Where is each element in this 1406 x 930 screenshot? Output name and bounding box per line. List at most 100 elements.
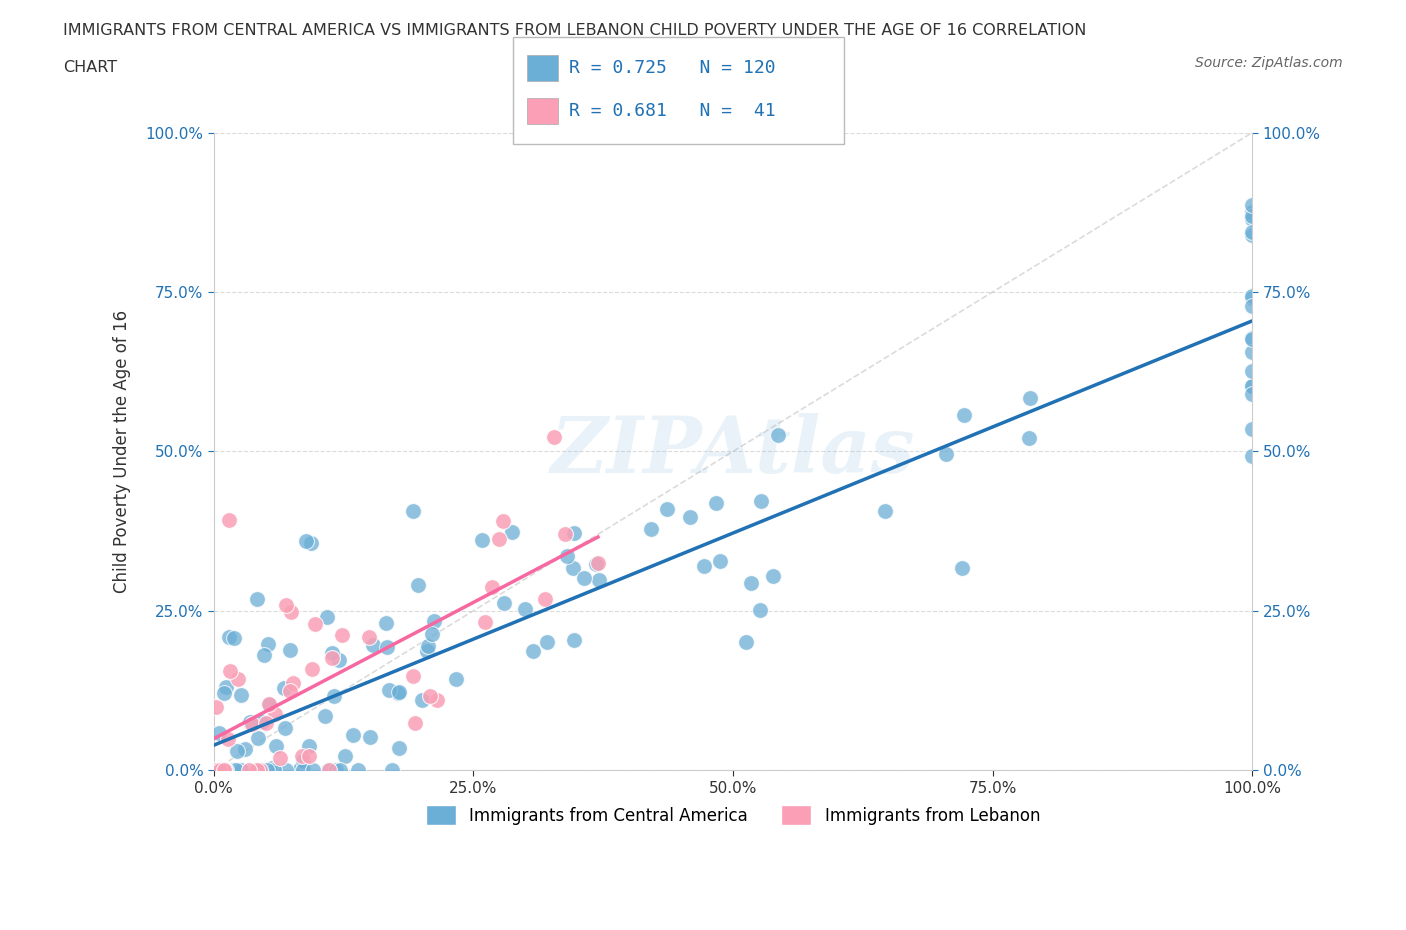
- Point: [1018, 431, 1040, 445]
- Point: [260, 761, 283, 776]
- Point: [950, 561, 973, 576]
- Point: [387, 685, 409, 700]
- Point: [1241, 422, 1264, 437]
- Point: [426, 692, 449, 707]
- Point: [361, 638, 384, 653]
- Point: [735, 634, 758, 649]
- Text: IMMIGRANTS FROM CENTRAL AMERICA VS IMMIGRANTS FROM LEBANON CHILD POVERTY UNDER T: IMMIGRANTS FROM CENTRAL AMERICA VS IMMIG…: [63, 23, 1087, 38]
- Point: [225, 763, 247, 777]
- Point: [209, 763, 232, 777]
- Point: [298, 738, 321, 753]
- Point: [679, 510, 702, 525]
- Point: [208, 763, 231, 777]
- Point: [554, 526, 576, 541]
- Point: [276, 763, 298, 777]
- Point: [586, 555, 609, 570]
- Point: [218, 512, 240, 527]
- Point: [253, 647, 276, 662]
- Point: [381, 763, 404, 777]
- Point: [513, 602, 536, 617]
- Point: [256, 763, 278, 777]
- Point: [873, 503, 896, 518]
- Point: [501, 525, 523, 539]
- Point: [1241, 228, 1264, 243]
- Text: R = 0.725   N = 120: R = 0.725 N = 120: [569, 59, 776, 77]
- Point: [257, 697, 280, 711]
- Point: [704, 496, 727, 511]
- Point: [1241, 290, 1264, 305]
- Point: [214, 763, 236, 777]
- Point: [294, 533, 316, 548]
- Point: [522, 644, 544, 658]
- Point: [281, 676, 304, 691]
- Point: [709, 553, 731, 568]
- Point: [534, 591, 557, 606]
- Point: [218, 630, 240, 644]
- Point: [263, 763, 285, 777]
- Point: [1241, 344, 1264, 359]
- Point: [492, 513, 515, 528]
- Point: [280, 604, 302, 619]
- Text: Source: ZipAtlas.com: Source: ZipAtlas.com: [1195, 56, 1343, 70]
- Point: [316, 763, 339, 777]
- Point: [278, 684, 301, 698]
- Point: [250, 715, 273, 730]
- Text: ZIPAtlas: ZIPAtlas: [551, 413, 915, 489]
- Point: [1241, 331, 1264, 346]
- Point: [1241, 225, 1264, 240]
- Point: [290, 749, 312, 764]
- Point: [748, 603, 770, 618]
- Point: [952, 408, 974, 423]
- Point: [202, 763, 225, 777]
- Point: [314, 709, 336, 724]
- Point: [333, 749, 356, 764]
- Point: [1241, 364, 1264, 379]
- Point: [444, 671, 467, 686]
- Point: [740, 576, 762, 591]
- Point: [222, 763, 245, 777]
- Point: [1241, 208, 1264, 223]
- Point: [329, 763, 352, 777]
- Point: [208, 763, 231, 777]
- Point: [249, 763, 271, 777]
- Point: [274, 597, 297, 612]
- Point: [321, 645, 343, 660]
- Point: [240, 716, 263, 731]
- Point: [1241, 449, 1264, 464]
- Text: CHART: CHART: [63, 60, 117, 75]
- Point: [543, 430, 565, 445]
- Point: [762, 568, 785, 583]
- Point: [288, 762, 311, 777]
- Point: [245, 763, 267, 777]
- Point: [402, 669, 425, 684]
- Point: [269, 751, 291, 765]
- Point: [1241, 299, 1264, 313]
- Point: [217, 732, 239, 747]
- Point: [318, 763, 340, 777]
- Point: [273, 681, 295, 696]
- Point: [252, 763, 274, 777]
- Point: [330, 628, 353, 643]
- Point: [208, 725, 231, 740]
- Point: [1241, 288, 1264, 303]
- Point: [301, 661, 323, 676]
- Point: [640, 521, 662, 536]
- Point: [935, 446, 957, 461]
- Point: [1241, 330, 1264, 345]
- Point: [406, 578, 429, 592]
- Point: [1241, 211, 1264, 226]
- Point: [250, 763, 273, 777]
- Point: [278, 642, 301, 657]
- Point: [474, 614, 496, 629]
- Point: [420, 627, 443, 642]
- Point: [328, 653, 350, 668]
- Point: [375, 640, 398, 655]
- Point: [1241, 205, 1264, 219]
- Point: [224, 631, 246, 645]
- Point: [388, 684, 411, 699]
- Point: [555, 549, 578, 564]
- Point: [263, 706, 285, 721]
- Point: [419, 688, 441, 703]
- Point: [357, 630, 380, 644]
- Point: [1241, 379, 1264, 393]
